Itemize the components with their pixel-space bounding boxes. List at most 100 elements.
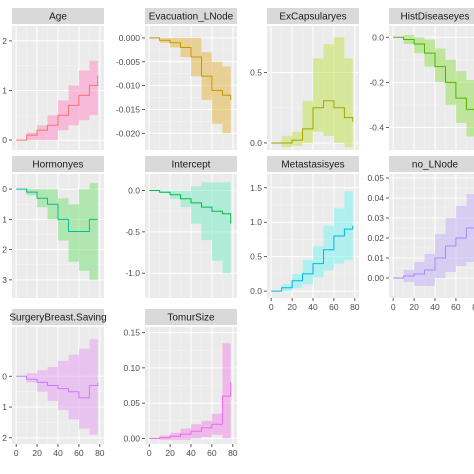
- x-tick-label: 20: [409, 302, 419, 312]
- x-tick-label: 0: [391, 302, 396, 312]
- panel-title: Hormonyes: [32, 160, 83, 171]
- x-tick-label: 80: [350, 302, 360, 312]
- x-tick-label: 20: [287, 302, 297, 312]
- panel-title: no_LNode: [412, 160, 459, 171]
- y-tick-label: 1.5: [250, 183, 262, 193]
- coefficient-line: [16, 75, 99, 141]
- confidence-ribbon: [393, 194, 474, 286]
- x-tick-label: 60: [74, 448, 84, 458]
- panel-title: Metastasisyes: [281, 160, 344, 171]
- coefficient-line: [393, 227, 474, 279]
- panel-title: ExCapsularyes: [279, 12, 346, 23]
- y-tick-label: 1: [2, 402, 7, 412]
- confidence-ribbon: [271, 180, 353, 292]
- y-tick-label: 0.05: [123, 398, 140, 408]
- y-tick-label: 0.04: [367, 193, 384, 203]
- y-tick-label: 3: [2, 275, 7, 285]
- panel-strip: [267, 8, 359, 24]
- panel-title: Evacuation_LNode: [149, 12, 234, 23]
- y-tick-label: -0.020: [116, 128, 140, 138]
- y-tick-label: 0.01: [367, 253, 384, 263]
- x-tick-label: 0: [147, 448, 152, 458]
- panel-strip: [267, 156, 359, 172]
- x-tick-label: 0: [14, 448, 19, 458]
- y-tick-label: 0.00: [367, 273, 384, 283]
- x-tick-label: 40: [430, 302, 440, 312]
- y-tick-label: 0.5: [250, 68, 262, 78]
- coefficient-line: [271, 100, 354, 144]
- panel-strip: [145, 8, 237, 24]
- panel-title: TomurSize: [167, 313, 215, 324]
- x-tick-label: 40: [186, 448, 196, 458]
- coefficient-line: [271, 225, 354, 292]
- x-tick-label: 20: [32, 448, 42, 458]
- y-tick-label: -0.015: [116, 104, 140, 114]
- x-tick-label: 40: [308, 302, 318, 312]
- panel-metastasisyes: Metastasisyes 0.0 0.5 1.0 1.5 0 20 40 60 80: [250, 156, 360, 312]
- panel-strip: [145, 156, 237, 172]
- coefficient-line: [16, 375, 99, 399]
- x-tick-label: 60: [207, 448, 217, 458]
- y-tick-label: 0.0: [250, 138, 262, 148]
- y-tick-label: 0.03: [367, 213, 384, 223]
- y-tick-label: -0.4: [369, 122, 384, 132]
- panel-intercept: Intercept 0.0 -0.5 -1.0: [125, 156, 237, 298]
- y-tick-label: 0.10: [123, 363, 140, 373]
- x-tick-label: 60: [329, 302, 339, 312]
- y-tick-label: 2: [2, 36, 7, 46]
- y-tick-label: 0.15: [123, 328, 140, 338]
- y-tick-label: 0: [2, 135, 7, 145]
- panel-age: Age 0 1 2: [2, 8, 104, 150]
- y-tick-label: -0.005: [116, 57, 140, 67]
- y-tick-label: 0.000: [119, 33, 141, 43]
- confidence-ribbon: [271, 37, 353, 150]
- y-tick-label: 0.5: [250, 252, 262, 262]
- coefficient-line: [149, 190, 232, 224]
- panel-title: SurgeryBreast.Saving: [9, 313, 106, 324]
- coefficient-line: [149, 382, 232, 439]
- panel-tomursize: TomurSize 0.00 0.05 0.10 0.15 0 20 40 60 80: [123, 309, 238, 458]
- y-tick-label: -0.2: [369, 77, 384, 87]
- panel-title: Intercept: [172, 160, 211, 171]
- y-tick-label: 0: [2, 184, 7, 194]
- panel-histdiseaseyes: HistDiseaseyes 0.0 -0.2 -0.4: [369, 8, 474, 150]
- y-tick-label: -0.010: [116, 81, 140, 91]
- y-tick-label: 0.05: [367, 173, 384, 183]
- y-tick-label: -1.0: [125, 268, 140, 278]
- panel-no-lnode: no_LNode 0.00 0.01 0.02 0.03 0.04 0.05 0 20 40 60 8…: [367, 156, 474, 312]
- coefficient-line: [149, 37, 232, 100]
- panel-hormonyes: Hormonyes 0 1 2 3: [2, 156, 104, 298]
- panel-title: HistDiseaseyes: [401, 12, 470, 23]
- x-tick-label: 80: [228, 448, 238, 458]
- panel-strip: [389, 156, 474, 172]
- panel-strip: [389, 8, 474, 24]
- y-tick-label: 2: [2, 433, 7, 443]
- x-tick-label: 40: [53, 448, 63, 458]
- panel-excapsularyes: ExCapsularyes 0.0 0.5: [250, 8, 359, 150]
- y-tick-label: 2: [2, 245, 7, 255]
- y-tick-label: 0.0: [372, 32, 384, 42]
- confidence-ribbon: [149, 37, 231, 143]
- x-tick-label: 80: [95, 448, 105, 458]
- panel-strip: [12, 156, 104, 172]
- y-tick-label: 0.0: [128, 186, 140, 196]
- panel-title: Age: [49, 12, 67, 23]
- y-tick-label: 1.0: [250, 217, 262, 227]
- y-tick-label: 1: [2, 214, 7, 224]
- confidence-ribbon: [149, 343, 231, 440]
- x-tick-label: 60: [451, 302, 461, 312]
- confidence-ribbon: [16, 180, 98, 289]
- confidence-ribbon: [16, 40, 98, 141]
- x-tick-label: 20: [165, 448, 175, 458]
- x-tick-label: 0: [269, 302, 274, 312]
- y-tick-label: 0.00: [123, 433, 140, 443]
- x-tick-label: 80: [472, 302, 474, 312]
- confidence-ribbon: [393, 35, 474, 137]
- panel-strip: [145, 309, 237, 325]
- y-tick-label: 1: [2, 85, 7, 95]
- y-tick-label: -0.5: [125, 227, 140, 237]
- y-tick-label: 0.0: [250, 286, 262, 296]
- y-tick-label: 0: [2, 371, 7, 381]
- panel-strip: [12, 309, 104, 325]
